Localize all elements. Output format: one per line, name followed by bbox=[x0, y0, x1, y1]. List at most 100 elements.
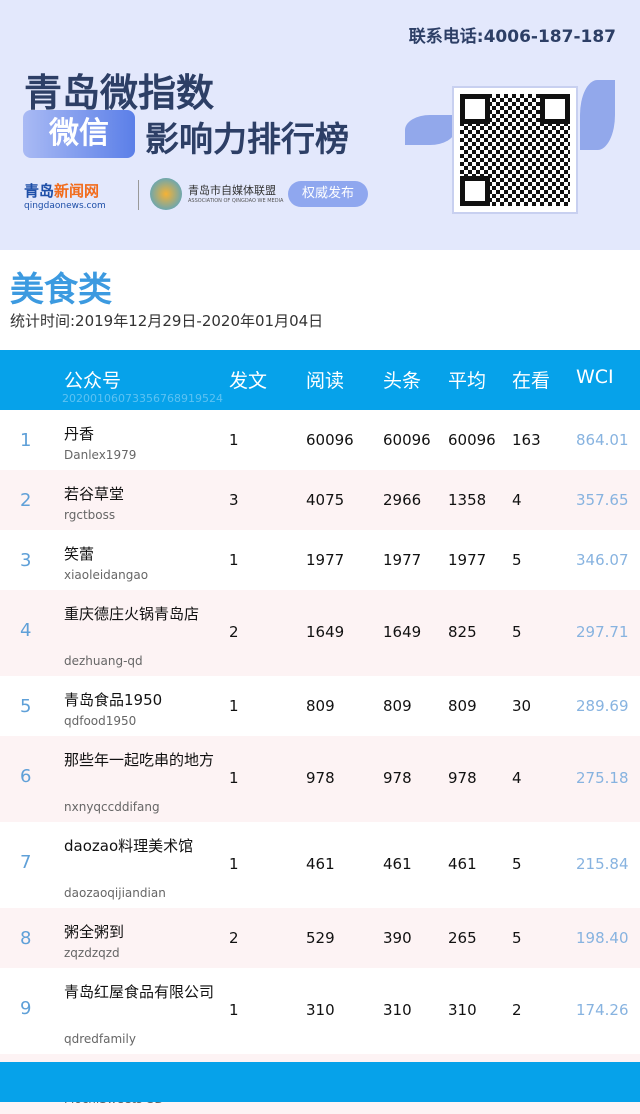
banner-title: 青岛微指数 bbox=[24, 70, 215, 115]
col-watching: 在看 bbox=[512, 370, 551, 392]
account-name: 若谷草堂 bbox=[64, 485, 125, 503]
top-value: 809 bbox=[383, 697, 412, 715]
account-id: daozaoqijiandian bbox=[64, 886, 166, 900]
account-name: 丹香 bbox=[64, 425, 95, 443]
account-id: qdredfamily bbox=[64, 1032, 136, 1046]
account-name: 笑蕾 bbox=[64, 545, 95, 563]
banner-subtitle: 影响力排行榜 bbox=[145, 120, 349, 160]
rank: 5 bbox=[20, 696, 32, 717]
media-alliance-name: 青岛市自媒体联盟 ASSOCIATION OF QINGDAO WE MEDIA bbox=[188, 184, 284, 204]
rank: 8 bbox=[20, 928, 32, 949]
table-row[interactable]: 6 那些年一起吃串的地方 nxnyqccddifang 1 978 978 978 4 27… bbox=[0, 736, 640, 822]
reads-value: 978 bbox=[306, 769, 335, 787]
wci-value: 215.84 bbox=[576, 855, 629, 873]
col-posts: 发文 bbox=[229, 370, 268, 392]
avg-value: 265 bbox=[448, 929, 477, 947]
col-name: 公众号 bbox=[64, 370, 122, 392]
qr-code bbox=[452, 86, 578, 214]
posts-value: 1 bbox=[229, 697, 239, 715]
table-row[interactable]: 2 若谷草堂 rgctboss 3 4075 2966 1358 4 357.65 bbox=[0, 470, 640, 530]
avg-value: 461 bbox=[448, 855, 477, 873]
avg-value: 825 bbox=[448, 623, 477, 641]
wci-value: 357.65 bbox=[576, 491, 629, 509]
table-row[interactable]: 8 粥全粥到 zqzdzqzd 2 529 390 265 5 198.40 bbox=[0, 908, 640, 968]
table-row[interactable]: 1 丹香 Danlex1979 1 60096 60096 60096 163 864.01 bbox=[0, 410, 640, 470]
divider bbox=[138, 180, 139, 210]
table-row[interactable]: 4 重庆德庄火锅青岛店 dezhuang-qd 2 1649 1649 825 5 297.… bbox=[0, 590, 640, 676]
id-code: 20200106073356768919524 bbox=[62, 392, 223, 405]
wci-value: 864.01 bbox=[576, 431, 629, 449]
wechat-tag: 微信 bbox=[23, 110, 135, 158]
posts-value: 1 bbox=[229, 431, 239, 449]
account-id: nxnyqccddifang bbox=[64, 800, 160, 814]
posts-value: 1 bbox=[229, 551, 239, 569]
table-row[interactable]: 3 笑蕾 xiaoleidangao 1 1977 1977 1977 5 346.07 bbox=[0, 530, 640, 590]
top-value: 461 bbox=[383, 855, 412, 873]
watching-value: 4 bbox=[512, 491, 522, 509]
watching-value: 4 bbox=[512, 769, 522, 787]
rank: 1 bbox=[20, 430, 32, 451]
posts-value: 1 bbox=[229, 1001, 239, 1019]
reads-value: 461 bbox=[306, 855, 335, 873]
watching-value: 30 bbox=[512, 697, 532, 715]
top-value: 978 bbox=[383, 769, 412, 787]
posts-value: 2 bbox=[229, 623, 239, 641]
reads-value: 809 bbox=[306, 697, 335, 715]
posts-value: 2 bbox=[229, 929, 239, 947]
phone-number: 联系电话:4006-187-187 bbox=[408, 27, 616, 47]
account-name: daozao料理美术馆 bbox=[64, 837, 194, 855]
account-name: 重庆德庄火锅青岛店 bbox=[64, 605, 200, 623]
avg-value: 978 bbox=[448, 769, 477, 787]
account-name: 那些年一起吃串的地方 bbox=[64, 751, 215, 769]
posts-value: 1 bbox=[229, 855, 239, 873]
wci-value: 198.40 bbox=[576, 929, 629, 947]
qingdaonews-logo: 青岛新闻网 qingdaonews.com bbox=[24, 182, 106, 211]
rank: 6 bbox=[20, 766, 32, 787]
rank: 3 bbox=[20, 550, 32, 571]
posts-value: 3 bbox=[229, 491, 239, 509]
posts-value: 1 bbox=[229, 769, 239, 787]
table-row[interactable]: 5 青岛食品1950 qdfood1950 1 809 809 809 30 289.69 bbox=[0, 676, 640, 736]
media-alliance-logo-icon bbox=[150, 178, 182, 210]
leaf-decoration-icon bbox=[580, 80, 615, 150]
account-id: Danlex1979 bbox=[64, 448, 137, 462]
official-release-badge: 权威发布 bbox=[288, 181, 368, 207]
top-value: 390 bbox=[383, 929, 412, 947]
wci-value: 174.26 bbox=[576, 1001, 629, 1019]
wci-value: 297.71 bbox=[576, 623, 629, 641]
watching-value: 163 bbox=[512, 431, 541, 449]
table-row[interactable]: 9 青岛红屋食品有限公司 qdredfamily 1 310 310 310 2 174.2… bbox=[0, 968, 640, 1054]
period-text: 统计时间:2019年12月29日-2020年01月04日 bbox=[10, 312, 324, 330]
reads-value: 60096 bbox=[306, 431, 354, 449]
reads-value: 310 bbox=[306, 1001, 335, 1019]
table-row[interactable]: 7 daozao料理美术馆 daozaoqijiandian 1 461 461 461… bbox=[0, 822, 640, 908]
rank: 7 bbox=[20, 852, 32, 873]
top-value: 2966 bbox=[383, 491, 422, 509]
wci-value: 346.07 bbox=[576, 551, 629, 569]
leaf-decoration-icon bbox=[405, 115, 455, 145]
table-header: 公众号 发文 阅读 头条 平均 在看 WCI 20200106073356768… bbox=[0, 350, 640, 410]
top-value: 1649 bbox=[383, 623, 422, 641]
top-value: 60096 bbox=[383, 431, 431, 449]
account-id: xiaoleidangao bbox=[64, 568, 149, 582]
wci-value: 275.18 bbox=[576, 769, 629, 787]
reads-value: 4075 bbox=[306, 491, 345, 509]
ranking-table: 1 丹香 Danlex1979 1 60096 60096 60096 163 864.01… bbox=[0, 410, 640, 1114]
footer-bar bbox=[0, 1062, 640, 1102]
watching-value: 2 bbox=[512, 1001, 522, 1019]
avg-value: 60096 bbox=[448, 431, 496, 449]
reads-value: 529 bbox=[306, 929, 335, 947]
avg-value: 1358 bbox=[448, 491, 487, 509]
watching-value: 5 bbox=[512, 929, 522, 947]
watching-value: 5 bbox=[512, 623, 522, 641]
rank: 9 bbox=[20, 998, 32, 1019]
avg-value: 1977 bbox=[448, 551, 487, 569]
account-id: zqzdzqzd bbox=[64, 946, 120, 960]
avg-value: 809 bbox=[448, 697, 477, 715]
rank: 2 bbox=[20, 490, 32, 511]
wci-value: 289.69 bbox=[576, 697, 629, 715]
account-name: 青岛食品1950 bbox=[64, 691, 163, 709]
account-name: 粥全粥到 bbox=[64, 923, 125, 941]
reads-value: 1649 bbox=[306, 623, 345, 641]
banner: 联系电话:4006-187-187 青岛微指数 微信 影响力排行榜 青岛新闻网 q… bbox=[0, 0, 640, 250]
